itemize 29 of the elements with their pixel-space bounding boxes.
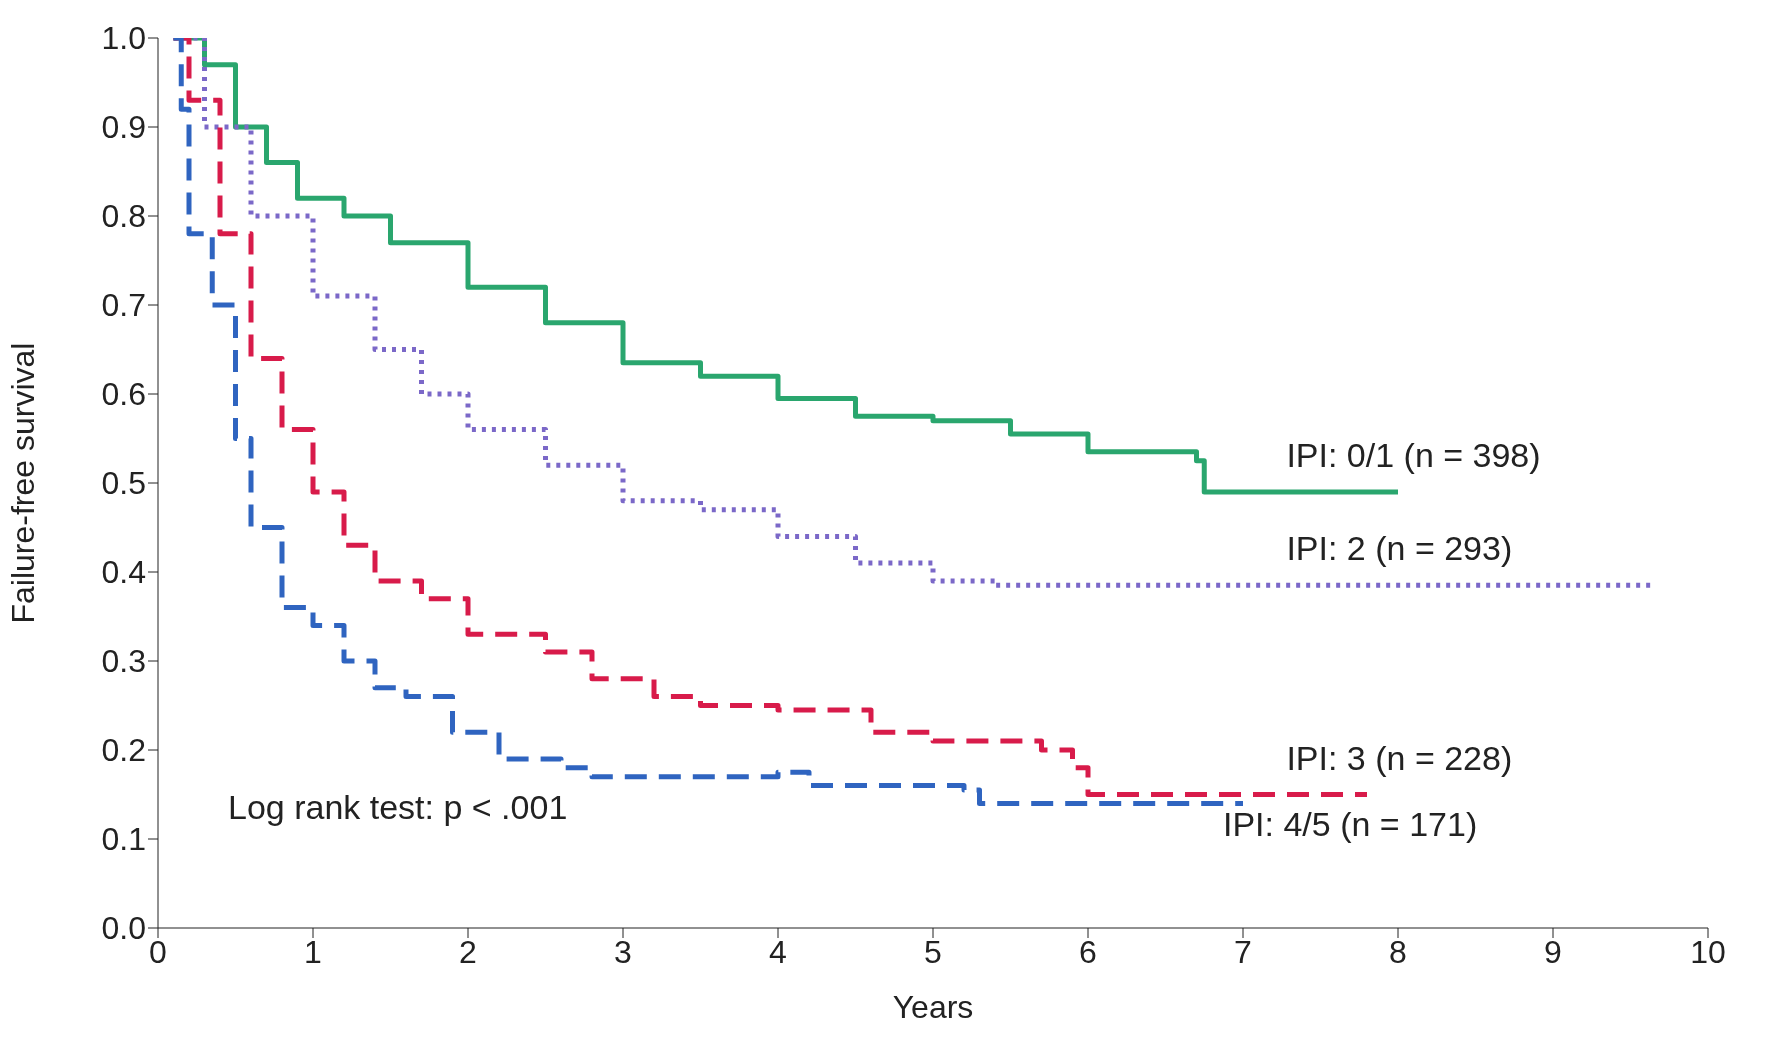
y-tick-label: 0.0 <box>101 910 146 947</box>
y-tick-label: 0.8 <box>101 198 146 235</box>
x-tick-label: 3 <box>614 933 632 970</box>
x-tick-label: 8 <box>1389 933 1407 970</box>
x-axis-title: Years <box>892 989 974 1025</box>
y-tick-label: 0.3 <box>101 643 146 680</box>
y-tick-label: 0.6 <box>101 376 146 413</box>
y-tick-label: 1.0 <box>101 20 146 57</box>
x-tick-label: 1 <box>304 933 322 970</box>
y-tick-label: 0.9 <box>101 109 146 146</box>
series-label: IPI: 0/1 (n = 398) <box>1286 435 1541 475</box>
x-tick-label: 10 <box>1690 933 1726 970</box>
x-tick-label: 4 <box>769 933 787 970</box>
x-tick-label: 0 <box>149 933 167 970</box>
y-axis-title: Failure-free survival <box>5 342 42 624</box>
series-label: IPI: 2 (n = 293) <box>1286 529 1513 569</box>
x-tick-label: 5 <box>924 933 942 970</box>
y-tick-label: 0.2 <box>101 732 146 769</box>
x-tick-label: 6 <box>1079 933 1097 970</box>
y-tick-label: 0.1 <box>101 821 146 858</box>
y-tick-label: 0.5 <box>101 465 146 502</box>
annotation: Log rank test: p < .001 <box>228 787 568 827</box>
series-label: IPI: 3 (n = 228) <box>1286 738 1513 778</box>
x-tick-label: 7 <box>1234 933 1252 970</box>
x-tick-label: 9 <box>1544 933 1562 970</box>
y-tick-label: 0.7 <box>101 287 146 324</box>
series-label: IPI: 4/5 (n = 171) <box>1223 805 1478 845</box>
x-tick-label: 2 <box>459 933 477 970</box>
y-tick-label: 0.4 <box>101 554 146 591</box>
